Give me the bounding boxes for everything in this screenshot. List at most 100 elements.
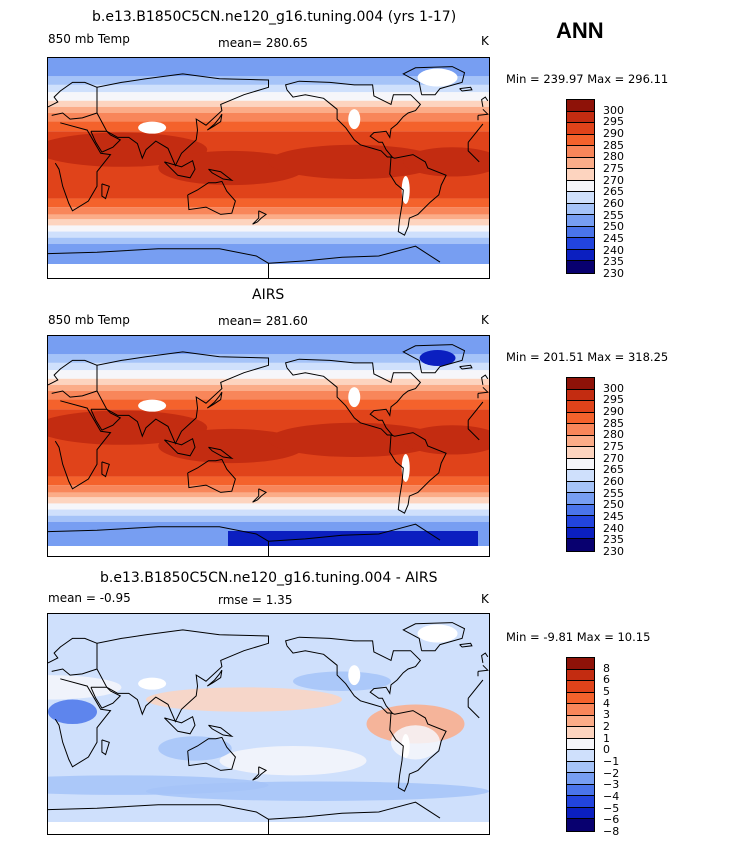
colorbar-swatch: [567, 727, 594, 739]
coastline: [187, 458, 236, 493]
field-anomaly: [293, 671, 391, 691]
field-band: [48, 106, 489, 113]
coastline: [101, 739, 110, 756]
colorbar-swatch: [567, 819, 594, 831]
field-anomaly: [219, 746, 367, 776]
coastline: [101, 183, 110, 200]
colorbar-label: −2: [603, 766, 620, 780]
colorbar-swatch: [567, 378, 594, 390]
colorbar-swatch: [567, 704, 594, 716]
colorbar-swatch: [567, 169, 594, 181]
min-max-label: Min = -9.81 Max = 10.15: [506, 630, 651, 644]
coastline: [208, 724, 234, 737]
colorbar-label: 230: [603, 545, 624, 558]
coastline: [252, 210, 268, 225]
field-band: [48, 225, 489, 232]
colorbar-swatch: [567, 692, 594, 705]
coastline: [164, 437, 196, 457]
colorbar-swatch: [567, 100, 594, 112]
colorbar-label: −6: [603, 813, 620, 827]
colorbar-label: 295: [603, 115, 624, 129]
coastline: [402, 622, 466, 652]
colorbar-swatch: [567, 146, 594, 158]
colorbar-label: 5: [603, 685, 610, 698]
colorbar-label: 245: [603, 510, 624, 523]
coastline: [477, 108, 489, 116]
field-anomaly: [228, 531, 478, 546]
colorbar-label: 235: [603, 255, 624, 269]
missing-data: [348, 109, 361, 130]
colorbar-swatch: [567, 424, 594, 436]
field-anomaly: [158, 736, 232, 761]
colorbar-label: 300: [603, 381, 624, 395]
colorbar-swatch: [567, 761, 594, 774]
colorbar-label: 6: [603, 673, 610, 687]
coastline: [467, 698, 480, 719]
field-band: [48, 198, 489, 208]
field-band: [48, 399, 489, 410]
colorbar-label: 280: [603, 428, 624, 442]
season-label: ANN: [556, 18, 604, 43]
colorbar-label: −5: [603, 801, 620, 815]
coastline: [206, 113, 223, 131]
colorbar-swatch: [567, 539, 594, 551]
map-airs: [47, 335, 490, 557]
colorbar-label: −1: [603, 755, 620, 768]
coastline: [284, 80, 422, 158]
field-anomaly: [48, 699, 97, 724]
min-max-label: Min = 239.97 Max = 296.11: [506, 72, 669, 86]
colorbar-swatch: [567, 527, 594, 540]
missing-data: [138, 677, 167, 690]
colorbar-label: 4: [603, 696, 610, 710]
field-band: [48, 231, 489, 238]
field-band: [48, 378, 489, 385]
colorbar-label: 290: [603, 405, 624, 418]
coastline: [164, 159, 196, 179]
missing-data: [348, 387, 361, 408]
panel-title: b.e13.B1850C5CN.ne120_g16.tuning.004 - A…: [100, 570, 438, 586]
coastline: [459, 642, 473, 648]
coastline: [389, 432, 447, 514]
field-anomaly: [146, 781, 489, 801]
field-anomaly: [158, 428, 306, 464]
coastline: [467, 123, 484, 143]
colorbar-label: 300: [603, 103, 624, 117]
colorbar-swatch: [567, 504, 594, 517]
coastline: [467, 420, 480, 441]
field-band: [48, 92, 489, 101]
colorbar-swatch: [567, 493, 594, 505]
colorbar-swatch: [567, 401, 594, 413]
colorbar-swatch: [567, 389, 594, 402]
field-band: [48, 362, 489, 371]
field-band: [48, 476, 489, 486]
coastline: [389, 154, 447, 236]
coastline: [48, 637, 98, 676]
colorbar-swatch: [567, 773, 594, 785]
coastline: [90, 686, 122, 709]
min-max-label: Min = 201.51 Max = 318.25: [506, 350, 669, 364]
coastline: [54, 400, 112, 490]
variable-label: 850 mb Temp: [48, 32, 130, 46]
field-anomaly: [268, 422, 440, 457]
field-band: [48, 497, 489, 504]
colorbar-swatch: [567, 215, 594, 227]
missing-data: [417, 624, 458, 643]
field-band: [48, 384, 489, 391]
colorbar-label: 285: [603, 416, 624, 430]
unit-label: K: [481, 313, 489, 327]
colorbar-swatch: [567, 435, 594, 448]
coastline: [477, 664, 489, 672]
colorbar-label: 255: [603, 486, 624, 500]
colorbar-label: 240: [603, 243, 624, 257]
colorbar-label: 270: [603, 451, 624, 465]
coastline: [481, 652, 489, 663]
colorbar-swatch: [567, 681, 594, 693]
field-anomaly: [419, 350, 456, 366]
coastline: [402, 66, 466, 96]
coastline: [187, 736, 236, 771]
coastline: [268, 523, 441, 542]
missing-data: [348, 665, 361, 686]
missing-data: [138, 399, 167, 412]
colorbar-label: 295: [603, 393, 624, 407]
colorbar-swatch: [567, 249, 594, 262]
